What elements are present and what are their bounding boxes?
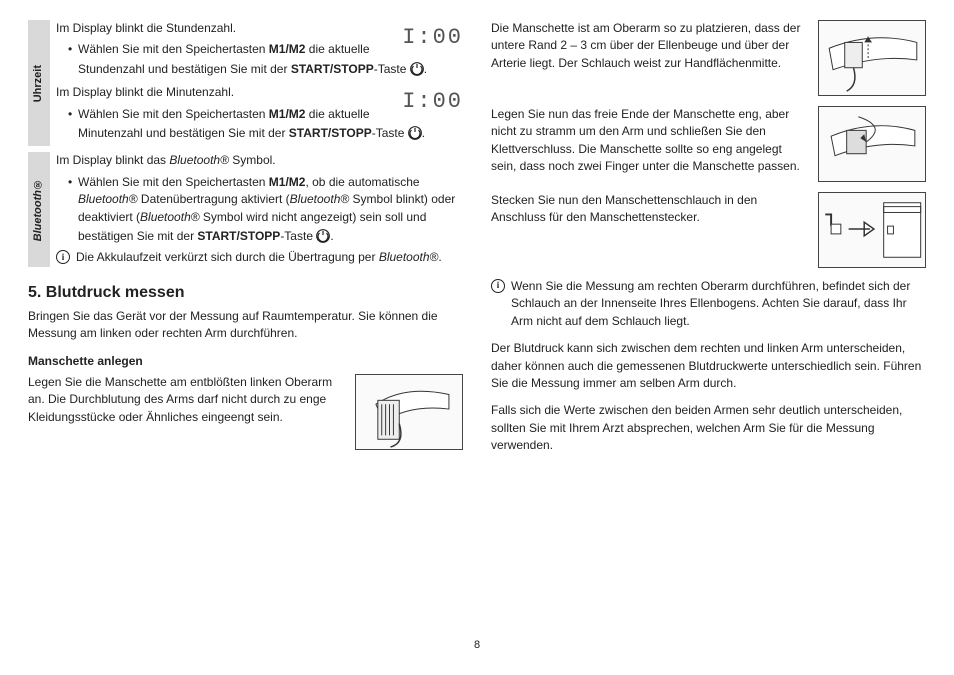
right-column: Die Manschette ist am Oberarm so zu plat… xyxy=(491,20,926,632)
plug-figure xyxy=(818,192,926,268)
bluetooth-tab-label: Bluetooth® xyxy=(31,178,47,241)
right-p3: Stecken Sie nun den Manschettenschlauch … xyxy=(491,192,808,227)
right-info: i Wenn Sie die Messung am rechten Oberar… xyxy=(491,278,926,330)
page-number: 8 xyxy=(28,638,926,654)
right-p4: Der Blutdruck kann sich zwischen dem rec… xyxy=(491,340,926,392)
info-icon: i xyxy=(491,279,505,293)
cuff-text: Legen Sie die Manschette am entblößten l… xyxy=(28,374,345,426)
uhrzeit-block-hours: I:00 Im Display blinkt die Stundenzahl. … xyxy=(56,20,463,78)
bluetooth-intro: Im Display blinkt das Bluetooth® Symbol. xyxy=(56,152,463,169)
cuff-block: Legen Sie die Manschette am entblößten l… xyxy=(28,374,463,450)
right-block-1: Die Manschette ist am Oberarm so zu plat… xyxy=(491,20,926,96)
bp-intro: Bringen Sie das Gerät vor der Messung au… xyxy=(28,308,463,343)
bluetooth-info: i Die Akkulaufzeit verkürzt sich durch d… xyxy=(56,249,463,266)
power-icon xyxy=(408,126,422,145)
info-icon: i xyxy=(56,250,70,264)
uhrzeit-minutes-bullet: Wählen Sie mit den Speichertasten M1/M2 … xyxy=(68,106,463,143)
right-block-2: Legen Sie nun das freie Ende der Mansche… xyxy=(491,106,926,182)
right-p5: Falls sich die Werte zwischen den beiden… xyxy=(491,402,926,454)
cuff-figure-1 xyxy=(355,374,463,450)
uhrzeit-tab-label: Uhrzeit xyxy=(31,65,47,102)
bluetooth-bullet: Wählen Sie mit den Speichertasten M1/M2,… xyxy=(68,174,463,246)
right-info-text: Wenn Sie die Messung am rechten Oberarm … xyxy=(511,278,926,330)
uhrzeit-block-minutes: I:00 Im Display blinkt die Minutenzahl. … xyxy=(56,84,463,142)
bluetooth-section: Bluetooth® Im Display blinkt das Bluetoo… xyxy=(28,152,463,266)
cuff-tighten-figure xyxy=(818,106,926,182)
power-icon xyxy=(316,229,330,248)
right-block-3: Stecken Sie nun den Manschettenschlauch … xyxy=(491,192,926,268)
uhrzeit-section: Uhrzeit I:00 Im Display blinkt die Stund… xyxy=(28,20,463,146)
section-heading: 5. Blutdruck messen xyxy=(28,281,463,304)
arm-position-figure xyxy=(818,20,926,96)
right-p2: Legen Sie nun das freie Ende der Mansche… xyxy=(491,106,808,176)
cuff-subhead: Manschette anlegen xyxy=(28,353,463,370)
bluetooth-tab: Bluetooth® xyxy=(28,152,50,266)
right-p1: Die Manschette ist am Oberarm so zu plat… xyxy=(491,20,808,72)
power-icon xyxy=(410,62,424,81)
page: Uhrzeit I:00 Im Display blinkt die Stund… xyxy=(28,20,926,632)
uhrzeit-tab: Uhrzeit xyxy=(28,20,50,146)
uhrzeit-hours-bullet: Wählen Sie mit den Speichertasten M1/M2 … xyxy=(68,41,463,78)
left-column: Uhrzeit I:00 Im Display blinkt die Stund… xyxy=(28,20,463,632)
